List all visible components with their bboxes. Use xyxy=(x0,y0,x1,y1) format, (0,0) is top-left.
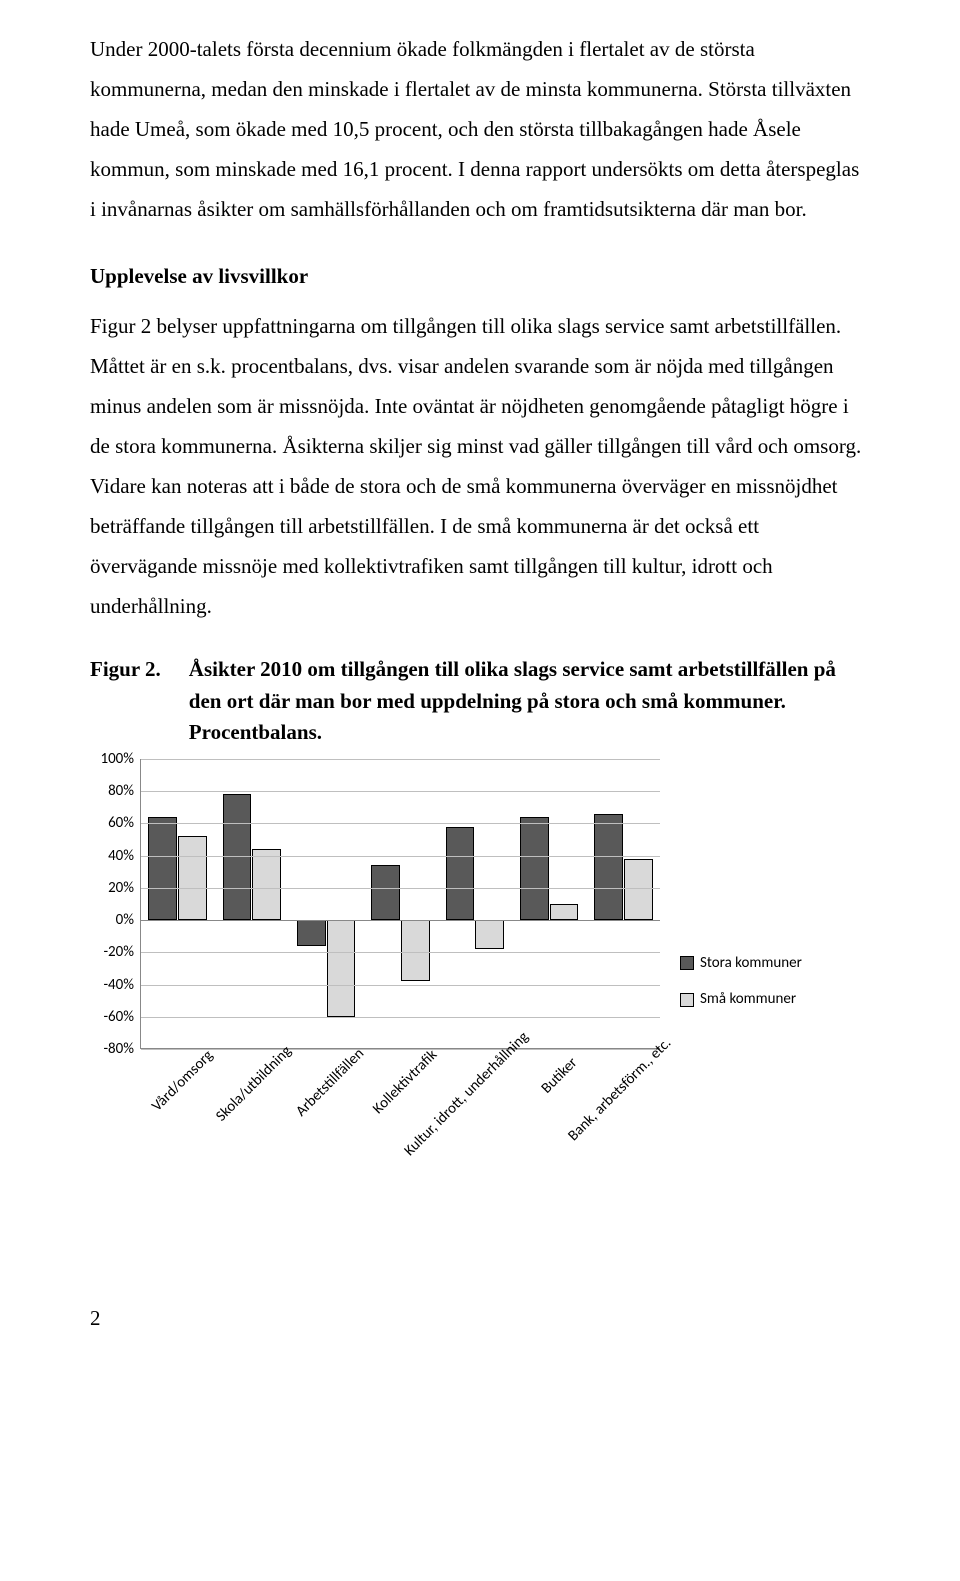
y-tick-label: -20% xyxy=(103,938,134,967)
bar xyxy=(446,827,475,920)
body-paragraph: Figur 2 belyser uppfattningarna om tillg… xyxy=(90,307,870,626)
x-tick-label: Vård/omsorg xyxy=(145,1061,203,1119)
legend-label: Stora kommuner xyxy=(700,949,802,978)
bar xyxy=(327,920,356,1017)
x-tick-label: Bank, arbetsförm., etc. xyxy=(561,1061,649,1149)
gridline xyxy=(141,759,660,760)
y-tick-label: 40% xyxy=(108,841,134,870)
bar xyxy=(252,849,281,920)
y-tick-label: -60% xyxy=(103,1002,134,1031)
gridline xyxy=(141,985,660,986)
y-tick-label: 60% xyxy=(108,809,134,838)
legend-item: Stora kommuner xyxy=(680,949,802,978)
bar xyxy=(624,859,653,920)
bar xyxy=(550,904,579,920)
gridline xyxy=(141,952,660,953)
bar xyxy=(475,920,504,949)
figure-caption-text: Åsikter 2010 om tillgången till olika sl… xyxy=(189,654,870,749)
bars-layer xyxy=(141,759,660,1048)
legend-swatch xyxy=(680,993,694,1007)
x-axis-labels: Vård/omsorgSkola/utbildningArbetstillfäl… xyxy=(140,1049,660,1209)
gridline xyxy=(141,1017,660,1018)
y-tick-label: -40% xyxy=(103,970,134,999)
bar xyxy=(520,817,549,920)
chart-legend: Stora kommuner Små kommuner xyxy=(680,949,802,1022)
bar xyxy=(401,920,430,981)
bar xyxy=(178,836,207,920)
bar xyxy=(148,817,177,920)
plot-area xyxy=(140,759,660,1049)
y-tick-label: 100% xyxy=(100,745,134,774)
bar xyxy=(297,920,326,946)
figure-label: Figur 2. xyxy=(90,654,161,749)
x-tick-label: Skola/utbildning xyxy=(209,1061,277,1129)
figure-2-chart: -80%-60%-40%-20%0%20%40%60%80%100% Vård/… xyxy=(90,759,870,1209)
legend-label: Små kommuner xyxy=(700,985,796,1014)
gridline xyxy=(141,856,660,857)
x-tick-label: Butiker xyxy=(534,1061,574,1101)
bar xyxy=(371,865,400,920)
x-tick-label: Arbetstillfällen xyxy=(289,1061,352,1124)
gridline xyxy=(141,888,660,889)
chart-plot: -80%-60%-40%-20%0%20%40%60%80%100% Vård/… xyxy=(140,759,660,1209)
legend-item: Små kommuner xyxy=(680,985,802,1014)
bar xyxy=(594,814,623,920)
x-tick-label: Kollektivtrafik xyxy=(365,1061,426,1122)
gridline xyxy=(141,823,660,824)
legend-swatch xyxy=(680,956,694,970)
y-tick-label: -80% xyxy=(103,1035,134,1064)
page-number: 2 xyxy=(90,1299,870,1339)
intro-paragraph: Under 2000-talets första decennium ökade… xyxy=(90,30,870,229)
section-heading: Upplevelse av livsvillkor xyxy=(90,257,870,297)
y-tick-label: 0% xyxy=(116,906,134,935)
y-tick-label: 80% xyxy=(108,777,134,806)
y-tick-label: 20% xyxy=(108,874,134,903)
figure-caption: Figur 2. Åsikter 2010 om tillgången till… xyxy=(90,654,870,749)
bar xyxy=(223,794,252,920)
gridline xyxy=(141,791,660,792)
